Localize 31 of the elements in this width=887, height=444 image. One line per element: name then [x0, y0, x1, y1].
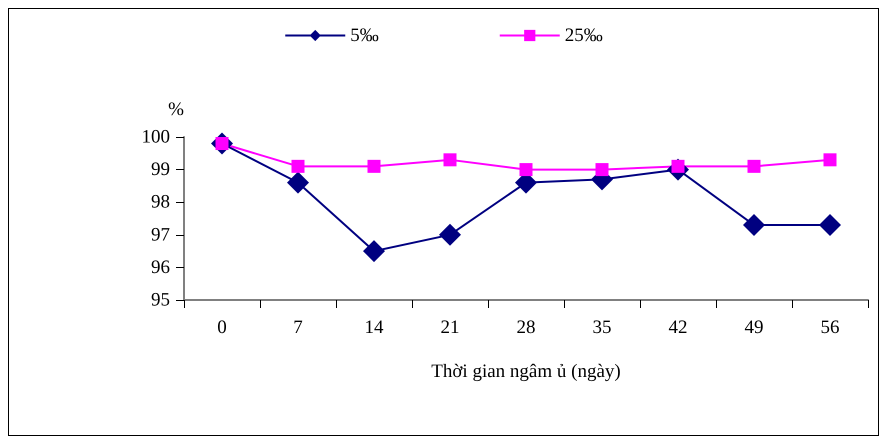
point [824, 153, 836, 166]
x-tick-label: 28 [516, 317, 536, 338]
point [368, 160, 380, 173]
x-tick-label: 7 [293, 317, 303, 338]
point [292, 160, 304, 173]
x-tick-label: 35 [592, 317, 612, 338]
legend-label: 5‰ [350, 25, 379, 46]
y-tick-label: 100 [142, 126, 170, 148]
x-tick-label: 21 [440, 317, 460, 338]
x-tick-label: 49 [744, 317, 764, 338]
point [596, 163, 608, 176]
x-tick-label: 42 [668, 317, 688, 338]
point [287, 172, 309, 194]
point [819, 214, 841, 236]
x-tick-label: 14 [364, 317, 384, 338]
y-tick-label: 99 [151, 159, 170, 180]
x-tick-label: 56 [820, 317, 840, 338]
y-tick-label: 97 [151, 224, 170, 246]
x-axis-title: Thời gian ngâm ủ (ngày) [431, 361, 621, 382]
point [520, 163, 532, 176]
point [743, 214, 765, 236]
x-tick-label: 0 [217, 317, 227, 338]
point [444, 153, 456, 166]
y-tick-label: 98 [151, 192, 170, 213]
y-tick-label: 96 [151, 256, 170, 278]
point [748, 160, 760, 173]
y-axis-title: % [168, 99, 184, 120]
point [439, 224, 461, 246]
legend-label: 25‰ [564, 25, 603, 46]
y-tick-label: 95 [151, 290, 170, 310]
point [363, 240, 385, 262]
